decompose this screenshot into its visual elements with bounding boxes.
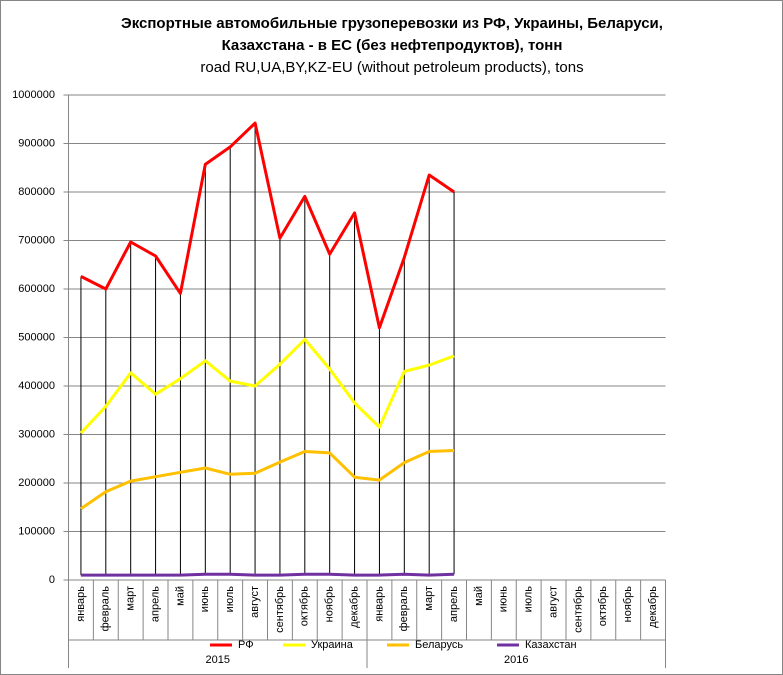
x-tick-label: январь [75,586,87,622]
y-tick-label: 900000 [18,137,55,149]
y-tick-label: 200000 [18,477,55,489]
series-line [80,121,455,330]
legend-label: Украина [311,639,354,651]
x-tick-label: апрель [149,586,161,622]
series-line [79,337,455,435]
x-tick-label: январь [373,586,385,622]
series-line [80,449,455,510]
x-tick-label: апрель [448,586,460,622]
x-tick-label: февраль [398,586,410,632]
y-tick-label: 1000000 [12,89,55,101]
x-tick-label: октябрь [597,586,609,626]
y-tick-label: 800000 [18,186,55,198]
x-tick-label: июнь [199,586,211,612]
x-tick-label: март [125,586,137,611]
x-tick-label: февраль [100,586,112,632]
x-tick-label: сентябрь [572,586,584,633]
legend-label: Казахстан [525,639,577,651]
y-tick-label: 500000 [18,331,55,343]
x-tick-label: ноябрь [324,586,336,623]
x-tick-label: август [249,586,261,618]
x-tick-label: ноябрь [622,586,634,623]
x-tick-label: июль [523,586,535,613]
x-tick-label: сентябрь [274,586,286,633]
x-tick-label: июль [224,586,236,613]
group-label: 2015 [206,654,230,666]
y-tick-label: 700000 [18,234,55,246]
chart-subtitle: road RU,UA,BY,KZ-EU (without petroleum p… [200,59,583,76]
x-tick-label: август [547,586,559,618]
y-tick-label: 600000 [18,283,55,295]
x-tick-label: май [174,586,186,606]
y-tick-label: 0 [49,574,55,586]
chart-title: Экспортные автомобильные грузоперевозки … [121,15,663,32]
chart-title: Казахстана - в ЕС (без нефтепродуктов), … [222,37,563,54]
y-tick-label: 400000 [18,380,55,392]
x-tick-label: декабрь [647,586,659,628]
x-tick-label: октябрь [299,586,311,626]
x-tick-label: май [473,586,485,606]
series-line [80,572,455,577]
y-tick-label: 300000 [18,428,55,440]
x-tick-label: июнь [498,586,510,612]
x-tick-label: март [423,586,435,611]
x-tick-label: декабрь [348,586,360,628]
group-label: 2016 [504,654,528,666]
y-tick-label: 100000 [18,525,55,537]
legend-label: Беларусь [415,639,463,651]
legend-label: РФ [238,639,254,651]
